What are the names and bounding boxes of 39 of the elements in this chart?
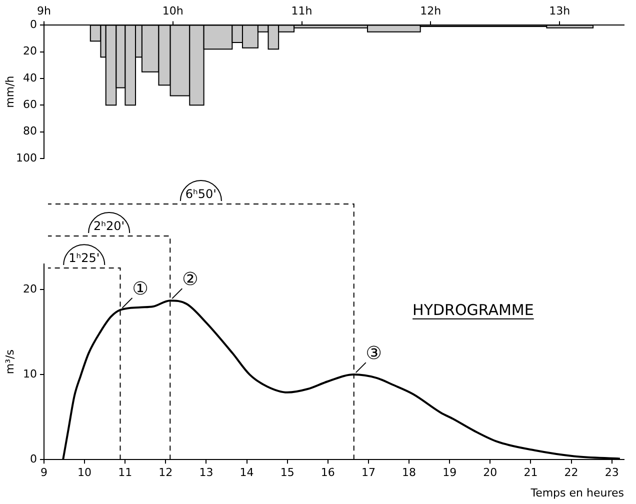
y-tick-label: 40 [23, 71, 37, 84]
x-tick-label: 22 [564, 466, 578, 480]
ref-line-label: 1ʰ25' [68, 251, 100, 266]
x-tick-label: 13h [549, 4, 570, 18]
x-tick-label: 18 [402, 466, 416, 480]
x-tick-label: 10h [162, 4, 184, 18]
x-tick-label: 23 [604, 466, 619, 480]
x-tick-label: 11 [118, 466, 132, 480]
x-tick-label: 9h [37, 4, 52, 18]
ref-line-label: 2ʰ20' [94, 219, 125, 234]
x-tick-label: 15 [280, 466, 294, 480]
x-tick-label: 12 [158, 466, 173, 480]
x-tick-label: 21 [524, 466, 538, 480]
y-tick-label: 20 [23, 44, 37, 58]
y-tick-label: 80 [23, 124, 37, 138]
y-tick-label: 0 [30, 18, 37, 32]
y-tick-label: 0 [30, 452, 37, 466]
x-tick-label: 20 [483, 466, 498, 480]
x-axis-title: Temps en heures [530, 486, 624, 500]
x-tick-label: 10 [78, 466, 92, 480]
annotation: ② [182, 269, 198, 290]
x-tick-label: 16 [320, 466, 335, 480]
ref-line-label: 6ʰ50' [185, 187, 216, 202]
x-tick-label: 9 [40, 466, 48, 480]
x-tick-label: 12h [420, 4, 442, 18]
y-tick-label: 20 [23, 282, 37, 296]
x-tick-label: 17 [361, 466, 376, 480]
x-tick-label: 11h [291, 4, 312, 18]
y-tick-label: 60 [23, 98, 37, 111]
y-axis-title: mm/h [3, 76, 16, 108]
annotation: ① [132, 278, 148, 300]
y-tick-label: 100 [16, 151, 37, 164]
x-tick-label: 19 [442, 466, 457, 480]
x-tick-label: 14 [240, 466, 254, 480]
x-tick-label: 13 [199, 466, 214, 480]
y-tick-label: 10 [23, 367, 37, 380]
text: HYDROGRAMME [412, 300, 534, 319]
y-axis-title: m³/s [3, 349, 16, 374]
annotation: ③ [366, 343, 382, 364]
